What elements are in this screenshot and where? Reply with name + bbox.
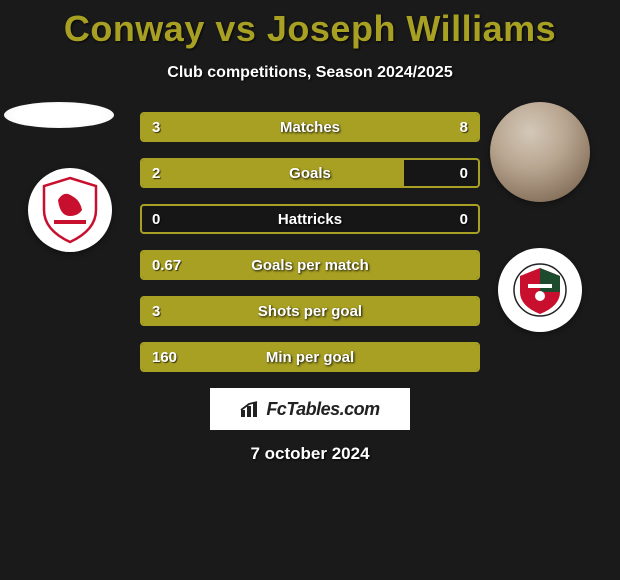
stat-label: Min per goal (142, 344, 478, 370)
watermark-text: FcTables.com (266, 399, 379, 420)
season-subtitle: Club competitions, Season 2024/2025 (0, 64, 620, 82)
stat-bars: 3Matches82Goals00Hattricks00.67Goals per… (140, 112, 480, 372)
stat-row: 0Hattricks0 (140, 204, 480, 234)
stat-label: Hattricks (142, 206, 478, 232)
stat-label: Goals (142, 160, 478, 186)
shield-icon (512, 262, 568, 318)
comparison-panel: 3Matches82Goals00Hattricks00.67Goals per… (0, 112, 620, 464)
stat-label: Matches (142, 114, 478, 140)
snapshot-date: 7 october 2024 (0, 444, 620, 464)
stat-value-right: 0 (460, 206, 468, 232)
stat-label: Goals per match (142, 252, 478, 278)
watermark-badge: FcTables.com (210, 388, 410, 430)
player-left-avatar (4, 102, 114, 128)
page-title: Conway vs Joseph Williams (0, 0, 620, 50)
stat-label: Shots per goal (142, 298, 478, 324)
stat-value-right: 0 (460, 160, 468, 186)
stat-row: 3Shots per goal (140, 296, 480, 326)
stat-value-right: 8 (460, 114, 468, 140)
player-right-crest (498, 248, 582, 332)
shield-icon (40, 176, 100, 244)
player-right-avatar (490, 102, 590, 202)
stat-row: 0.67Goals per match (140, 250, 480, 280)
stat-row: 2Goals0 (140, 158, 480, 188)
stat-row: 160Min per goal (140, 342, 480, 372)
stat-row: 3Matches8 (140, 112, 480, 142)
chart-icon (240, 400, 262, 418)
player-left-crest (28, 168, 112, 252)
